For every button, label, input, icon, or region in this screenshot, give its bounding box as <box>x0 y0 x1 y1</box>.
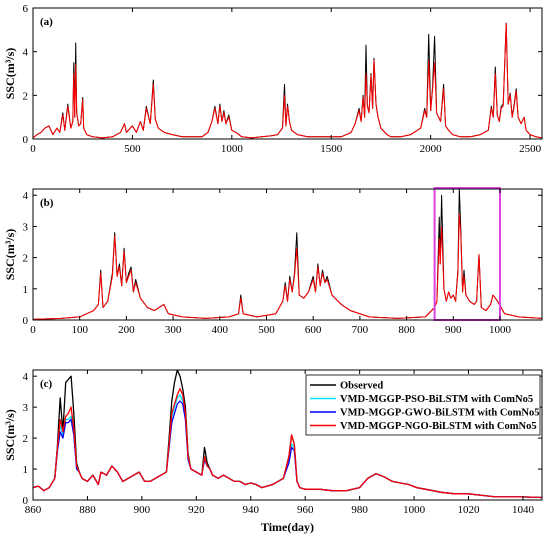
panel-b: 0 100 200 300 400 500 600 700 800 900 1000 0 1 2 3 4 (b)… <box>3 187 543 336</box>
x-tick-label: 960 <box>297 504 314 516</box>
legend-entry: VMD-MGGP-NGO-BiLSTM with ComNo5 <box>340 421 537 432</box>
legend-entry: VMD-MGGP-GWO-BiLSTM with ComNo5 <box>340 408 540 419</box>
series-line-1 <box>33 213 542 320</box>
series-line-3 <box>33 387 542 499</box>
panel-label: (b) <box>40 197 54 209</box>
legend-entry: Observed <box>340 381 383 392</box>
zoom-highlight-box <box>433 187 501 321</box>
y-tick-label: 3 <box>23 402 29 414</box>
panel-label: (a) <box>40 16 53 28</box>
x-tick-label: 1000 <box>403 504 426 516</box>
y-tick-label: 1 <box>23 464 29 476</box>
plot-frame <box>32 188 543 321</box>
y-tick-label: 0 <box>23 495 29 507</box>
panel-c: 860 880 900 920 940 960 980 1000 1020 1040 0 1 2 3 4 (c… <box>3 369 543 534</box>
y-axis-title: SSC(m³/s) <box>3 229 17 281</box>
x-tick-label: 900 <box>134 504 151 516</box>
panel-a: 0 500 1000 1500 2000 2500 0 2 4 6 (a) SSC(m³/s) <box>3 3 543 155</box>
x-axis-title: Time(day) <box>261 520 314 534</box>
x-tick-label: 920 <box>188 504 205 516</box>
series-line-0 <box>33 22 542 139</box>
x-tick-label: 0 <box>30 143 36 155</box>
x-tick-label: 800 <box>398 324 415 336</box>
y-tick-label: 2 <box>23 253 29 265</box>
x-tick-label: 940 <box>243 504 260 516</box>
x-tick-label: 860 <box>25 504 42 516</box>
y-tick-label: 0 <box>23 134 29 146</box>
x-tick-label: 1020 <box>458 504 481 516</box>
y-axis-title: SSC(m³/s) <box>3 409 17 461</box>
x-tick-label: 1500 <box>320 143 343 155</box>
x-tick-label: 0 <box>30 324 36 336</box>
x-tick-label: 300 <box>165 324 182 336</box>
legend-entry: VMD-MGGP-PSO-BiLSTM with ComNo5 <box>340 394 533 405</box>
x-tick-label: 600 <box>305 324 322 336</box>
x-tick-label: 2500 <box>519 143 542 155</box>
y-tick-label: 6 <box>23 3 29 15</box>
x-tick-label: 1000 <box>221 143 244 155</box>
x-tick-label: 200 <box>118 324 135 336</box>
y-tick-label: 1 <box>23 284 29 296</box>
x-tick-label: 880 <box>79 504 96 516</box>
y-axis-title: SSC(m³/s) <box>3 48 17 100</box>
y-tick-label: 0 <box>23 315 29 327</box>
x-tick-label: 1040 <box>512 504 535 516</box>
x-tick-label: 100 <box>71 324 88 336</box>
x-tick-label: 500 <box>258 324 275 336</box>
y-tick-label: 2 <box>23 90 29 102</box>
x-tick-label: 900 <box>445 324 462 336</box>
y-tick-label: 4 <box>23 190 29 202</box>
y-tick-label: 4 <box>23 371 29 383</box>
y-tick-label: 2 <box>23 433 29 445</box>
x-tick-label: 980 <box>351 504 368 516</box>
plot-frame <box>32 7 543 140</box>
panel-label: (c) <box>40 378 53 390</box>
x-tick-label: 700 <box>352 324 369 336</box>
legend-box <box>305 374 541 436</box>
series-line-1 <box>33 22 542 139</box>
x-tick-label: 2000 <box>420 143 443 155</box>
x-tick-label: 500 <box>124 143 141 155</box>
plot-frame <box>32 369 543 501</box>
y-tick-label: 4 <box>23 47 29 59</box>
x-tick-label: 400 <box>212 324 229 336</box>
y-tick-label: 3 <box>23 221 29 233</box>
x-tick-label: 1000 <box>489 324 512 336</box>
legend: Observed VMD-MGGP-PSO-BiLSTM with ComNo5 V… <box>305 374 541 436</box>
